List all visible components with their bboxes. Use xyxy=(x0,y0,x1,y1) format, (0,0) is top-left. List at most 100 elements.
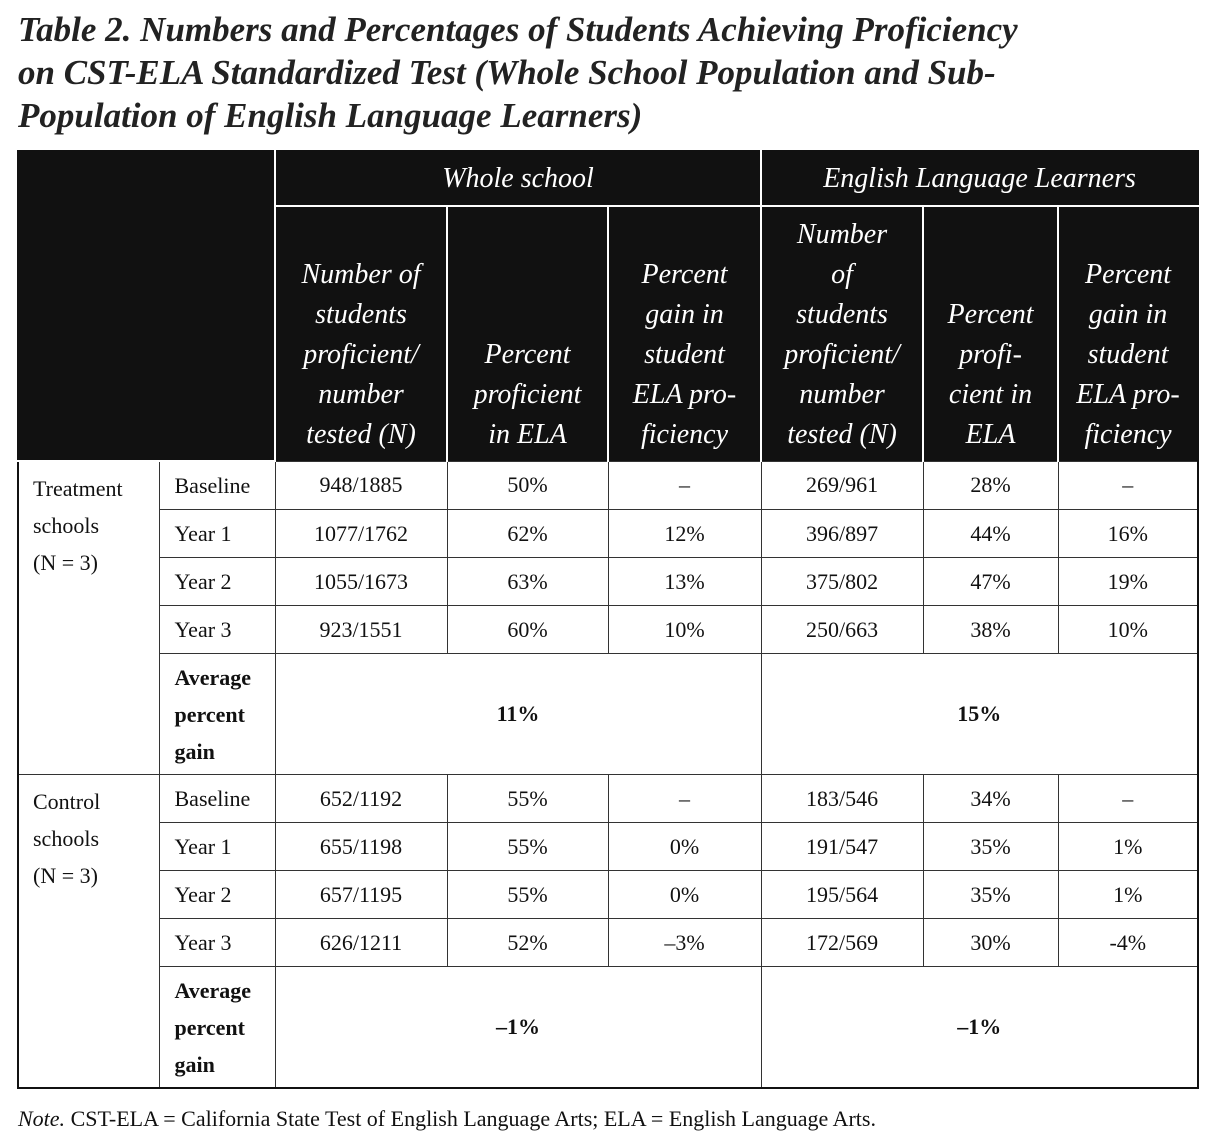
column-header: Number of students proficient/number tested… xyxy=(274,206,447,461)
column-header-line: tested (N) xyxy=(306,418,416,450)
cell: 269/961 xyxy=(760,460,924,510)
section-label-line: schools xyxy=(33,826,99,851)
cell: 44% xyxy=(922,509,1059,558)
column-header-line: profi- xyxy=(959,338,1022,370)
average-row: Average percent gain –1% –1% xyxy=(18,966,1199,1089)
column-header-line: ELA xyxy=(965,418,1016,450)
cell: 652/1192 xyxy=(274,774,448,823)
section-label-line: (N = 3) xyxy=(33,550,98,575)
column-header-line: students xyxy=(796,298,888,330)
data-row: Year 1 1077/1762 62% 12% 396/897 44% 16% xyxy=(18,509,1199,558)
average-label-line: percent xyxy=(174,701,245,727)
cell: 191/547 xyxy=(760,822,924,871)
cell: – xyxy=(607,460,762,510)
cell: 16% xyxy=(1057,509,1199,558)
cell: 396/897 xyxy=(760,509,924,558)
row-label: Year 3 xyxy=(158,605,276,654)
cell: 0% xyxy=(607,870,762,919)
column-header: Percent gain in student ELA pro-ficiency xyxy=(1057,206,1199,461)
data-row: Year 2 1055/1673 63% 13% 375/802 47% 19% xyxy=(18,557,1199,606)
column-header-line: cient in xyxy=(948,378,1033,410)
column-header-line: student xyxy=(644,338,725,370)
average-label-line: gain xyxy=(174,1051,215,1077)
column-header-line: Percent xyxy=(641,258,728,290)
note-label: Note. xyxy=(18,1106,66,1131)
header-row: Whole school English Language Learners xyxy=(18,151,1199,462)
cell: 28% xyxy=(922,460,1059,510)
column-header: Number of students proficient/number tested … xyxy=(760,206,924,461)
column-header-line: ELA pro- xyxy=(1076,378,1180,410)
cell: 10% xyxy=(607,605,762,654)
column-header-line: proficient xyxy=(473,378,582,410)
cell: 47% xyxy=(922,557,1059,606)
cell: 35% xyxy=(922,870,1059,919)
cell: 1% xyxy=(1057,870,1199,919)
column-header-line: in ELA xyxy=(488,418,567,450)
table-head: Whole school English Language Learners Num… xyxy=(18,151,1199,462)
column-header: Percent gain in student ELA pro-ficiency xyxy=(606,206,762,461)
cell: 375/802 xyxy=(760,557,924,606)
cell: – xyxy=(607,774,762,823)
row-label: Year 1 xyxy=(158,822,276,871)
column-header-line: Percent xyxy=(947,298,1034,330)
column-header-line: Percent xyxy=(484,338,571,370)
corner-cell xyxy=(18,151,275,462)
cell: 1055/1673 xyxy=(274,557,448,606)
column-header-line: student xyxy=(1087,338,1169,370)
title-line: on CST-ELA Standardized Test (Whole Scho… xyxy=(18,53,996,92)
row-label: Year 3 xyxy=(158,918,276,967)
average-value: –1% xyxy=(760,966,1199,1089)
average-value: 11% xyxy=(274,653,762,775)
cell: 38% xyxy=(922,605,1059,654)
data-row: Year 3 626/1211 52% –3% 172/569 30% -4% xyxy=(18,918,1199,967)
group-header: English Language Learners xyxy=(760,151,1199,207)
cell: 50% xyxy=(446,460,609,510)
cell: 10% xyxy=(1057,605,1199,654)
cell: – xyxy=(1057,460,1199,510)
table-body: Treatment schools (N = 3) Baseline 948/1885 5… xyxy=(17,460,1199,1089)
cell: – xyxy=(1057,774,1199,823)
cell: 55% xyxy=(446,774,609,823)
column-header-line: tested (N) xyxy=(787,418,897,450)
cell: 626/1211 xyxy=(274,918,448,967)
cell: 19% xyxy=(1057,557,1199,606)
row-label: Year 2 xyxy=(158,557,276,606)
column-header-line: of xyxy=(831,258,853,290)
title: Table 2. Numbers and Percentages of Stud… xyxy=(18,8,1018,137)
column-header-line: proficient/ xyxy=(303,338,419,370)
row-label: Year 2 xyxy=(158,870,276,919)
data-row: Control schools (N = 3) Baseline 652/1192 55%… xyxy=(17,774,1199,1089)
column-header: Percent profi-cient in ELA xyxy=(922,206,1059,461)
cell: -4% xyxy=(1057,918,1199,967)
cell: 12% xyxy=(607,509,762,558)
average-value: 15% xyxy=(760,653,1199,775)
cell: 34% xyxy=(922,774,1059,823)
note: Note. CST-ELA = California State Test of… xyxy=(18,1106,876,1132)
cell: 195/564 xyxy=(760,870,924,919)
data-row: Treatment schools (N = 3) Baseline 948/1885 5… xyxy=(17,460,1199,775)
cell: 1% xyxy=(1057,822,1199,871)
column-header-line: number xyxy=(799,378,885,410)
data-row: Year 3 923/1551 60% 10% 250/663 38% 10% xyxy=(18,605,1199,654)
column-header-line: students xyxy=(315,298,407,330)
cell: 62% xyxy=(446,509,609,558)
title-line: Population of English Language Learners) xyxy=(18,96,643,135)
average-label-line: Average xyxy=(174,664,252,690)
average-label: Average percent gain xyxy=(158,966,276,1089)
cell: 52% xyxy=(446,918,609,967)
column-header-line: number xyxy=(318,378,404,410)
column-header-line: Number of xyxy=(301,258,421,290)
section-label-line: Control xyxy=(33,789,101,814)
section-label: Control schools (N = 3) xyxy=(17,774,160,1089)
average-label-line: percent xyxy=(174,1014,245,1040)
title-line: Table 2. Numbers and Percentages of Stud… xyxy=(18,10,1018,49)
column-header-line: ELA pro- xyxy=(632,378,737,410)
row-label: Baseline xyxy=(158,460,276,510)
average-label: Average percent gain xyxy=(158,653,276,775)
column-header-line: gain in xyxy=(1088,298,1168,330)
section-label: Treatment schools (N = 3) xyxy=(17,460,160,775)
cell: 13% xyxy=(607,557,762,606)
cell: 655/1198 xyxy=(274,822,448,871)
cell: 172/569 xyxy=(760,918,924,967)
